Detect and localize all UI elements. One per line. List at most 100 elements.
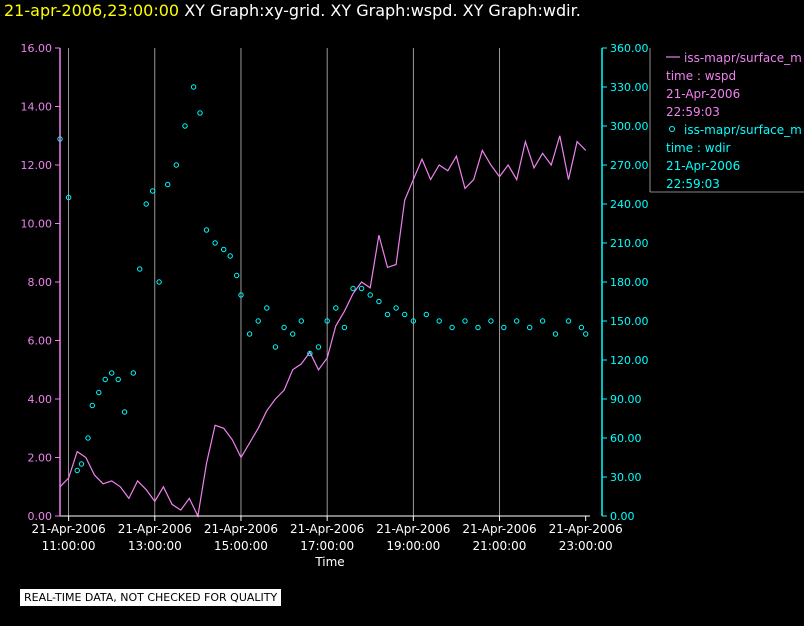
wdir-point (203, 227, 210, 233)
wdir-point (65, 194, 72, 201)
legend-text: time : wspd (666, 69, 736, 83)
left-tick-label: 4.00 (28, 393, 53, 406)
wdir-point (255, 318, 261, 324)
wdir-point (227, 253, 233, 259)
wdir-point (410, 318, 416, 324)
series-layer (57, 84, 589, 518)
wdir-point (115, 376, 121, 383)
wdir-point (333, 305, 339, 311)
wdir-point (173, 162, 180, 168)
legend-text: time : wdir (666, 141, 731, 155)
wdir-point (197, 110, 203, 116)
wdir-point (307, 350, 313, 357)
wdir-point (96, 389, 102, 396)
wdir-point (264, 305, 270, 311)
wdir-point (121, 409, 128, 415)
graph-title: 21-apr-2006,23:00:00 XY Graph:xy-grid. X… (4, 1, 581, 20)
wdir-point (488, 318, 494, 324)
wdir-point (436, 318, 442, 324)
wdir-point (514, 318, 520, 324)
left-tick-label: 2.00 (28, 452, 53, 465)
wdir-point (165, 181, 171, 188)
x-tick-label-date: 21-Apr-2006 (462, 522, 536, 536)
x-tick-label-date: 21-Apr-2006 (204, 522, 278, 536)
wdir-point (102, 376, 108, 383)
legend-circle-swatch (669, 126, 675, 132)
wdir-point (393, 305, 399, 311)
wdir-point (85, 435, 91, 441)
wdir-point (341, 324, 348, 331)
right-tick-label: 180.00 (610, 276, 649, 289)
wdir-point (298, 318, 304, 324)
right-tick-label: 300.00 (610, 120, 649, 133)
wdir-point (462, 318, 468, 324)
wdir-point (246, 331, 253, 337)
right-tick-label: 120.00 (610, 354, 649, 367)
wdir-point (156, 279, 162, 285)
x-tick-label-time: 19:00:00 (386, 539, 440, 553)
right-tick-label: 240.00 (610, 198, 649, 211)
wdir-point (89, 402, 96, 409)
wdir-point (423, 311, 429, 318)
wdir-point (190, 84, 197, 90)
wdir-point (527, 324, 533, 331)
x-tick-label-date: 21-Apr-2006 (290, 522, 364, 536)
legend-text: 22:59:03 (666, 105, 720, 119)
wdir-point (376, 298, 382, 305)
legend-text: 22:59:03 (666, 177, 720, 191)
right-tick-label: 330.00 (610, 81, 649, 94)
wdir-point (350, 285, 356, 292)
wdir-point (212, 240, 218, 246)
left-tick-label: 14.00 (21, 101, 53, 114)
x-tick-label-date: 21-Apr-2006 (118, 522, 192, 536)
left-tick-label: 16.00 (21, 42, 53, 55)
left-tick-label: 12.00 (21, 159, 53, 172)
wdir-point (539, 318, 546, 324)
wdir-point (449, 324, 455, 331)
legend-text: 21-Apr-2006 (666, 159, 740, 173)
left-tick-label: 8.00 (28, 276, 53, 289)
axes: 21-Apr-2006 11:00:00 21-Apr-2006 13:00:00 21… (21, 42, 649, 569)
wdir-point (402, 311, 408, 318)
x-tick-label-time: 17:00:00 (300, 539, 354, 553)
wdir-point (583, 331, 589, 337)
wdir-point (358, 285, 365, 292)
right-tick-label: 150.00 (610, 315, 649, 328)
wdir-point (552, 331, 559, 337)
x-tick-label-time: 21:00:00 (473, 539, 527, 553)
x-tick-label-time: 11:00:00 (42, 539, 96, 553)
x-tick-label-date: 21-Apr-2006 (32, 522, 106, 536)
wdir-point (130, 370, 137, 376)
left-tick-label: 10.00 (21, 218, 53, 231)
wdir-point (272, 344, 279, 350)
legend-text: iss-mapr/surface_m (684, 51, 802, 65)
left-tick-label: 0.00 (28, 510, 53, 523)
wdir-point (182, 123, 188, 129)
wdir-point (384, 311, 391, 318)
x-tick-label-time: 15:00:00 (214, 539, 268, 553)
right-tick-label: 60.00 (610, 432, 642, 445)
wdir-point (137, 266, 143, 272)
x-tick-label-time: 13:00:00 (128, 539, 182, 553)
wdir-point (74, 467, 80, 474)
wdir-point (281, 324, 287, 331)
graph-list: XY Graph:xy-grid. XY Graph:wspd. XY Grap… (184, 1, 581, 20)
right-tick-label: 270.00 (610, 159, 649, 172)
x-tick-label-time: 23:00:00 (559, 539, 613, 553)
wdir-point (565, 318, 572, 324)
legend-text: iss-mapr/surface_m (684, 123, 802, 137)
wdir-point (367, 292, 373, 298)
wdir-point (290, 331, 296, 337)
right-tick-label: 90.00 (610, 393, 642, 406)
left-tick-label: 6.00 (28, 335, 53, 348)
right-tick-label: 30.00 (610, 471, 642, 484)
wdir-point (324, 318, 330, 324)
grid-lines (68, 48, 500, 516)
x-tick-label-date: 21-Apr-2006 (376, 522, 450, 536)
x-tick-label-date: 21-Apr-2006 (549, 522, 623, 536)
wspd-series-line (59, 135, 587, 518)
wdir-point (221, 246, 227, 253)
x-axis-label: Time (314, 555, 344, 569)
